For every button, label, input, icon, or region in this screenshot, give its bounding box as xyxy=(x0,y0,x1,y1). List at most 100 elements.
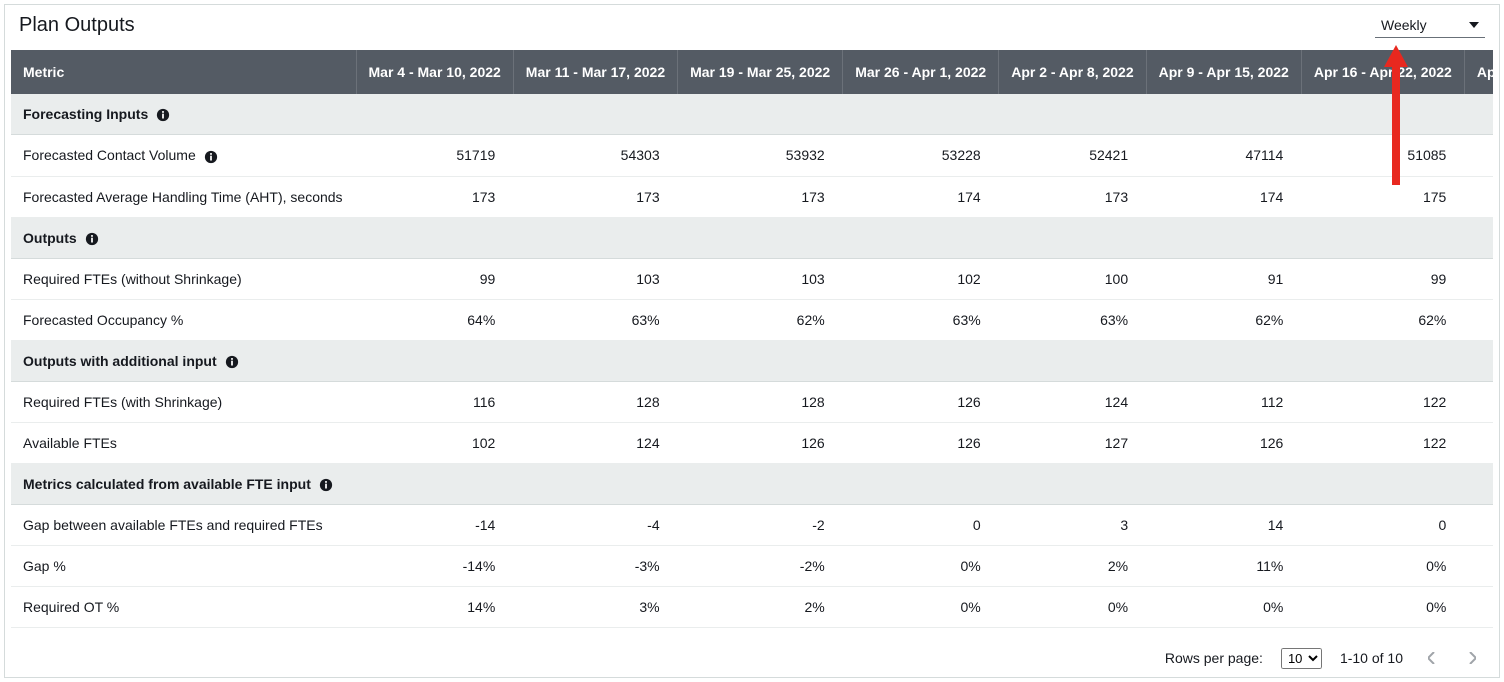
rows-per-page-label: Rows per page: xyxy=(1165,650,1263,666)
data-cell: 0% xyxy=(1301,546,1464,587)
data-cell: 53228 xyxy=(843,135,999,176)
column-header: Apr 23 - Apr 29, 2022 xyxy=(1464,50,1493,94)
info-icon[interactable] xyxy=(225,355,239,369)
data-cell: 63% xyxy=(999,299,1146,340)
data-cell: 122 xyxy=(1301,382,1464,423)
table-row: Gap %-14%-3%-2%0%2%11%0%3% xyxy=(11,546,1493,587)
data-cell: 51085 xyxy=(1301,135,1464,176)
metric-label: Gap % xyxy=(23,558,66,574)
data-cell: 126 xyxy=(843,382,999,423)
data-cell: 173 xyxy=(999,176,1146,217)
data-cell: 0% xyxy=(1464,587,1493,628)
metric-label-cell: Required FTEs (without Shrinkage) xyxy=(11,258,356,299)
plan-outputs-panel: Plan Outputs Weekly MetricMar 4 - Mar 10… xyxy=(4,4,1500,678)
info-icon[interactable] xyxy=(319,478,333,492)
section-header-cell: Metrics calculated from available FTE in… xyxy=(11,464,1493,505)
data-cell: 0 xyxy=(1301,505,1464,546)
data-cell: 100 xyxy=(999,258,1146,299)
data-cell: 124 xyxy=(999,382,1146,423)
metric-label: Available FTEs xyxy=(23,435,117,451)
metric-label: Required FTEs (without Shrinkage) xyxy=(23,271,242,287)
metric-label-cell: Forecasted Occupancy % xyxy=(11,299,356,340)
column-header: Mar 11 - Mar 17, 2022 xyxy=(513,50,677,94)
table-row: Gap between available FTEs and required … xyxy=(11,505,1493,546)
metric-label: Forecasted Occupancy % xyxy=(23,312,183,328)
table-row: Required FTEs (with Shrinkage)1161281281… xyxy=(11,382,1493,423)
section-header-row: Outputs xyxy=(11,217,1493,258)
data-cell: -4 xyxy=(513,505,677,546)
interval-value: Weekly xyxy=(1381,17,1427,33)
data-cell: 47114 xyxy=(1146,135,1301,176)
data-cell: 128 xyxy=(678,382,843,423)
data-cell: 0% xyxy=(1146,587,1301,628)
table-body: Forecasting Inputs Forecasted Contact Vol… xyxy=(11,94,1493,669)
caret-down-icon xyxy=(1469,22,1479,28)
section-label: Outputs with additional input xyxy=(23,353,217,369)
metric-label: Forecasted Average Handling Time (AHT), … xyxy=(23,189,343,205)
column-header: Apr 9 - Apr 15, 2022 xyxy=(1146,50,1301,94)
metric-label: Gap between available FTEs and required … xyxy=(23,517,323,533)
data-cell: 0 xyxy=(843,505,999,546)
metric-label-cell: Forecasted Contact Volume xyxy=(11,135,356,176)
info-icon[interactable] xyxy=(204,150,218,164)
data-cell: -3% xyxy=(513,546,677,587)
data-cell: 0% xyxy=(999,587,1146,628)
data-cell: 91 xyxy=(1146,258,1301,299)
info-icon[interactable] xyxy=(85,232,99,246)
panel-header: Plan Outputs Weekly xyxy=(5,5,1499,42)
data-cell: 63% xyxy=(1464,299,1493,340)
metric-label-cell: Required OT % xyxy=(11,587,356,628)
column-header: Mar 4 - Mar 10, 2022 xyxy=(356,50,513,94)
section-label: Metrics calculated from available FTE in… xyxy=(23,476,311,492)
data-cell: 173 xyxy=(678,176,843,217)
rows-per-page-select[interactable]: 10 xyxy=(1281,648,1322,669)
page-title: Plan Outputs xyxy=(19,14,135,37)
data-cell: 2% xyxy=(678,587,843,628)
column-header: Apr 2 - Apr 8, 2022 xyxy=(999,50,1146,94)
data-cell: 51719 xyxy=(356,135,513,176)
data-cell: 102 xyxy=(843,258,999,299)
metric-label: Required FTEs (with Shrinkage) xyxy=(23,394,222,410)
data-cell: 14% xyxy=(356,587,513,628)
data-cell: 63% xyxy=(513,299,677,340)
table-scroll-container[interactable]: MetricMar 4 - Mar 10, 2022Mar 11 - Mar 1… xyxy=(11,50,1493,669)
data-cell: 116 xyxy=(356,382,513,423)
plan-outputs-table: MetricMar 4 - Mar 10, 2022Mar 11 - Mar 1… xyxy=(11,50,1493,669)
table-row: Available FTEs102124126126127126122127 xyxy=(11,423,1493,464)
data-cell: 11% xyxy=(1146,546,1301,587)
data-cell: 103 xyxy=(513,258,677,299)
data-cell: 64% xyxy=(356,299,513,340)
metric-label: Required OT % xyxy=(23,599,119,615)
data-cell: 3 xyxy=(999,505,1146,546)
data-cell: 122 xyxy=(1301,423,1464,464)
data-cell: 62% xyxy=(1146,299,1301,340)
data-cell: 124 xyxy=(513,423,677,464)
info-icon[interactable] xyxy=(156,108,170,122)
table-row: Forecasted Average Handling Time (AHT), … xyxy=(11,176,1493,217)
next-page-button[interactable] xyxy=(1461,647,1483,669)
prev-page-button[interactable] xyxy=(1421,647,1443,669)
table-row: Required OT %14%3%2%0%0%0%0%0% xyxy=(11,587,1493,628)
data-cell: -14% xyxy=(356,546,513,587)
data-cell: 0% xyxy=(843,546,999,587)
data-cell: 174 xyxy=(1146,176,1301,217)
data-cell: 126 xyxy=(843,423,999,464)
interval-dropdown[interactable]: Weekly xyxy=(1375,13,1485,38)
data-cell: 62% xyxy=(678,299,843,340)
data-cell: 0% xyxy=(843,587,999,628)
data-cell: 99 xyxy=(1301,258,1464,299)
table-row: Forecasted Occupancy %64%63%62%63%63%62%… xyxy=(11,299,1493,340)
data-cell: -2% xyxy=(678,546,843,587)
table-row: Required FTEs (without Shrinkage) 99 103 10… xyxy=(11,258,1493,299)
data-cell: 54303 xyxy=(513,135,677,176)
table-row: Forecasted Contact Volume517195430353932… xyxy=(11,135,1493,176)
data-cell: 14 xyxy=(1146,505,1301,546)
section-header-row: Outputs with additional input xyxy=(11,340,1493,381)
column-header: Mar 26 - Apr 1, 2022 xyxy=(843,50,999,94)
pagination-range: 1-10 of 10 xyxy=(1340,650,1403,666)
section-label: Forecasting Inputs xyxy=(23,106,148,122)
data-cell: 3% xyxy=(1464,546,1493,587)
column-header-metric: Metric xyxy=(11,50,356,94)
section-header-row: Forecasting Inputs xyxy=(11,94,1493,135)
data-cell: 127 xyxy=(1464,423,1493,464)
